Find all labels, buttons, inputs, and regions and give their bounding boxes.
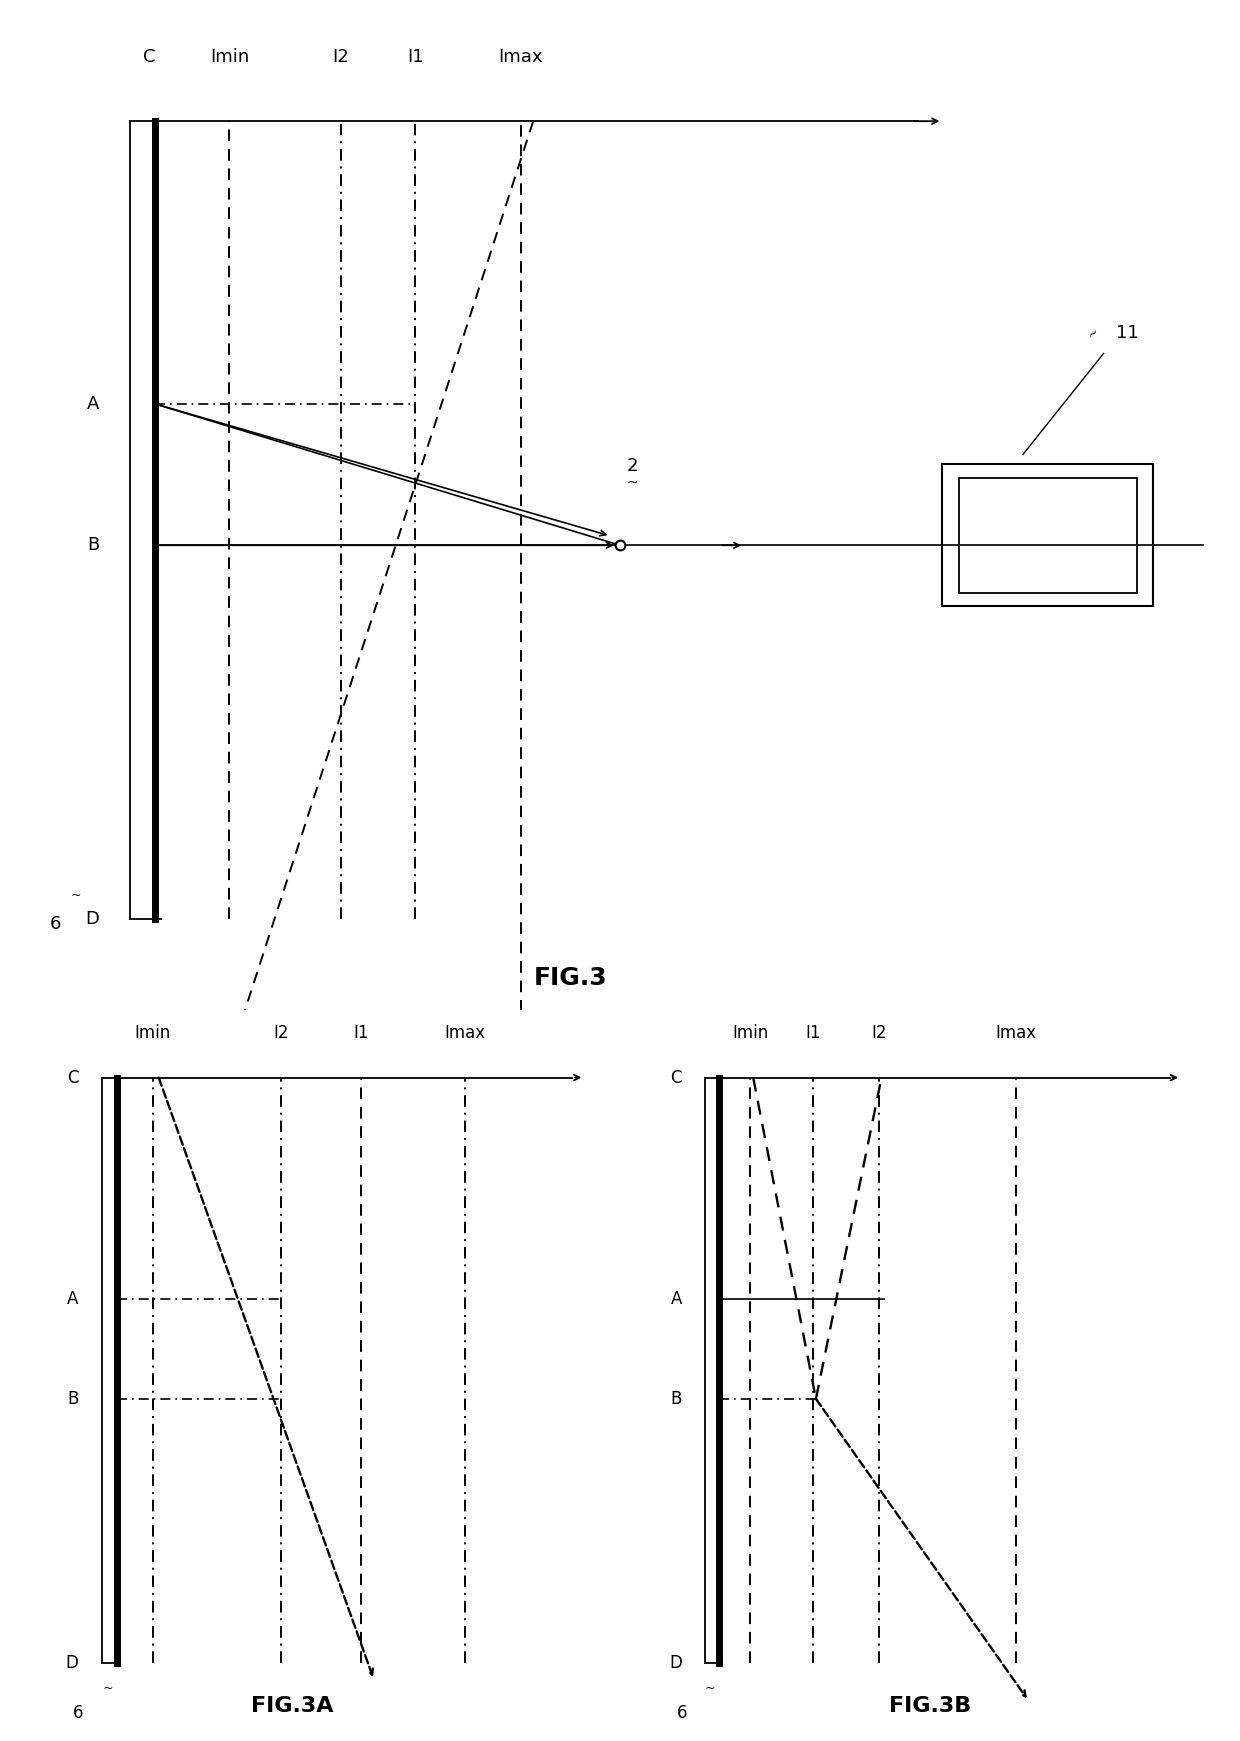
Text: 6: 6 bbox=[50, 916, 62, 933]
Text: FIG.3: FIG.3 bbox=[533, 966, 608, 989]
Text: Imin: Imin bbox=[732, 1024, 769, 1041]
Text: 6: 6 bbox=[73, 1704, 83, 1722]
Text: C: C bbox=[143, 47, 155, 66]
Text: D: D bbox=[670, 1654, 682, 1671]
Text: 11: 11 bbox=[1116, 324, 1138, 343]
Text: B: B bbox=[671, 1389, 682, 1408]
Text: FIG.3B: FIG.3B bbox=[889, 1696, 971, 1717]
Text: C: C bbox=[671, 1069, 682, 1086]
Text: ~: ~ bbox=[1085, 324, 1101, 341]
Text: I1: I1 bbox=[407, 47, 424, 66]
Text: Imin: Imin bbox=[135, 1024, 171, 1041]
Text: I1: I1 bbox=[353, 1024, 368, 1041]
Text: 6: 6 bbox=[677, 1704, 687, 1722]
Text: ~: ~ bbox=[626, 475, 639, 489]
Text: I1: I1 bbox=[805, 1024, 821, 1041]
Text: ~: ~ bbox=[102, 1682, 113, 1694]
Bar bbox=[942, 465, 1153, 606]
Text: D: D bbox=[86, 911, 99, 928]
Text: B: B bbox=[67, 1389, 78, 1408]
Text: Imax: Imax bbox=[994, 1024, 1037, 1041]
Text: A: A bbox=[67, 1290, 78, 1307]
Text: B: B bbox=[87, 536, 99, 554]
Text: 2: 2 bbox=[626, 456, 639, 475]
Text: Imax: Imax bbox=[445, 1024, 486, 1041]
Text: C: C bbox=[67, 1069, 78, 1086]
Text: D: D bbox=[66, 1654, 78, 1671]
Text: ~: ~ bbox=[71, 888, 81, 902]
Text: ~: ~ bbox=[704, 1682, 715, 1694]
Text: FIG.3A: FIG.3A bbox=[252, 1696, 334, 1717]
Text: A: A bbox=[87, 395, 99, 413]
Bar bbox=[959, 477, 1137, 592]
Text: Imin: Imin bbox=[210, 47, 249, 66]
Text: I2: I2 bbox=[870, 1024, 887, 1041]
Text: I2: I2 bbox=[332, 47, 350, 66]
Text: Imax: Imax bbox=[498, 47, 543, 66]
Text: I2: I2 bbox=[273, 1024, 289, 1041]
Text: A: A bbox=[671, 1290, 682, 1307]
